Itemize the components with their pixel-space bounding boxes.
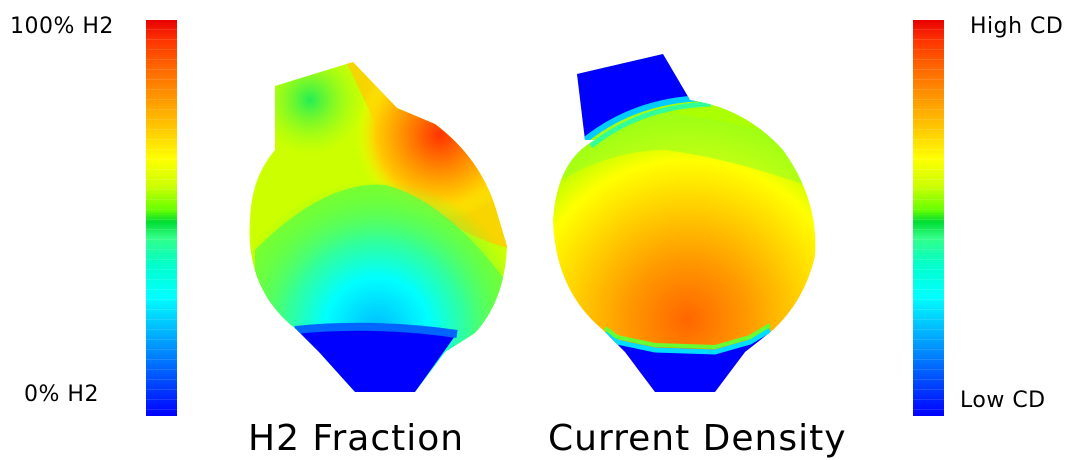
current-density-caption: Current Density — [548, 418, 847, 459]
current-density-map — [553, 54, 816, 392]
cd-scale-bottom-label: Low CD — [960, 388, 1046, 413]
cd-scale-top-label: High CD — [970, 14, 1064, 39]
h2-colorbar — [146, 20, 177, 416]
h2-fraction-map — [249, 62, 508, 392]
h2-fraction-caption: H2 Fraction — [248, 418, 465, 459]
cd-colorbar — [913, 20, 944, 416]
h2-scale-bottom-label: 0% H2 — [24, 382, 99, 407]
h2-scale-top-label: 100% H2 — [10, 14, 114, 39]
